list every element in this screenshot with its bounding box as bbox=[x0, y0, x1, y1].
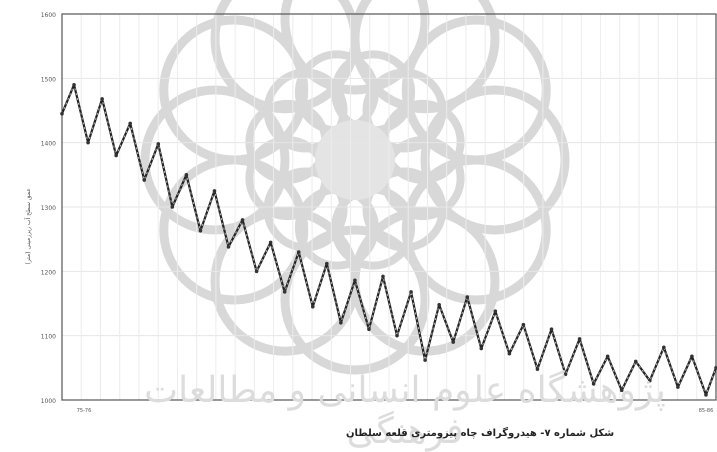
series-point bbox=[676, 385, 680, 389]
rosette-petal-outer bbox=[401, 15, 551, 165]
axis-layer: 1000 1100 1200 1300 1400 1500 1600 75-76 85-86 عم… bbox=[23, 12, 713, 414]
y-tick-label: 1600 bbox=[41, 12, 56, 19]
series-point bbox=[100, 97, 104, 101]
x-tick-label: 85-86 bbox=[699, 408, 714, 414]
y-axis-label: عمق سطح آب زیرزمینی (متر) bbox=[23, 188, 32, 264]
series-point bbox=[339, 321, 343, 325]
series-point bbox=[563, 372, 568, 377]
series-point bbox=[535, 367, 540, 371]
y-tick-label: 1500 bbox=[41, 76, 56, 83]
series-point bbox=[591, 382, 596, 386]
plot-frame bbox=[61, 13, 717, 401]
series-point bbox=[198, 229, 203, 233]
series-point bbox=[60, 111, 64, 116]
rosette-petal-outer bbox=[420, 85, 570, 235]
series-point bbox=[268, 240, 273, 245]
series-point bbox=[619, 388, 624, 393]
series-point bbox=[282, 290, 287, 294]
y-tick-label: 1300 bbox=[41, 205, 56, 212]
watermark-rosette-logo bbox=[140, 0, 570, 375]
y-tick-label: 1100 bbox=[41, 334, 56, 341]
series-point bbox=[226, 245, 231, 249]
series-point bbox=[142, 178, 147, 182]
rosette-petal-outer bbox=[280, 225, 430, 375]
series-point bbox=[577, 337, 582, 341]
series-point bbox=[704, 393, 708, 397]
series-point bbox=[423, 358, 427, 362]
y-tick-label: 1000 bbox=[41, 398, 56, 405]
series-point bbox=[465, 295, 470, 299]
series-point bbox=[86, 140, 90, 145]
series-point bbox=[633, 359, 638, 364]
series-point bbox=[437, 302, 441, 307]
series-point bbox=[212, 189, 217, 193]
series-point bbox=[395, 333, 399, 338]
series-point bbox=[605, 354, 610, 359]
series-layer bbox=[60, 82, 717, 397]
series-point bbox=[114, 153, 118, 158]
series-point bbox=[647, 378, 652, 383]
series-point bbox=[409, 290, 413, 294]
series-point bbox=[184, 173, 189, 177]
series-point bbox=[493, 309, 498, 314]
series-point bbox=[353, 278, 357, 283]
series-point bbox=[662, 345, 666, 350]
series-point bbox=[521, 322, 526, 327]
series-point bbox=[451, 340, 455, 344]
watermark-text: پژوهشگاه علوم انسانی و مطالعات فرهنگی bbox=[144, 370, 666, 452]
rosette-petal-outer bbox=[140, 85, 290, 235]
rosette-petal-outer bbox=[280, 0, 430, 95]
y-tick-label: 1200 bbox=[41, 269, 56, 276]
series-point bbox=[479, 346, 484, 351]
series-line-dots bbox=[61, 83, 717, 397]
series-point bbox=[170, 205, 175, 209]
series-point bbox=[240, 218, 245, 222]
rosette-petal-outer bbox=[159, 15, 309, 165]
series-point bbox=[714, 366, 717, 370]
figure-caption: شکل شماره ۷- هیدروگراف چاه پیزومتری قلعه… bbox=[345, 428, 615, 439]
series-point bbox=[325, 261, 329, 266]
series-point bbox=[690, 354, 694, 359]
gridlines bbox=[61, 13, 717, 401]
rosette-center bbox=[315, 120, 395, 200]
series-point bbox=[381, 274, 385, 279]
series-point bbox=[254, 269, 259, 274]
series-point bbox=[310, 304, 315, 309]
y-tick-label: 1400 bbox=[41, 141, 56, 148]
series-point bbox=[549, 327, 554, 332]
series-point bbox=[128, 121, 133, 126]
series-point bbox=[507, 351, 512, 356]
series-point bbox=[367, 327, 371, 332]
series-point bbox=[72, 82, 76, 87]
x-tick-label: 75-76 bbox=[77, 408, 92, 414]
series-point bbox=[296, 250, 301, 254]
rosette-petal-outer bbox=[350, 0, 500, 114]
series-point bbox=[156, 142, 161, 146]
